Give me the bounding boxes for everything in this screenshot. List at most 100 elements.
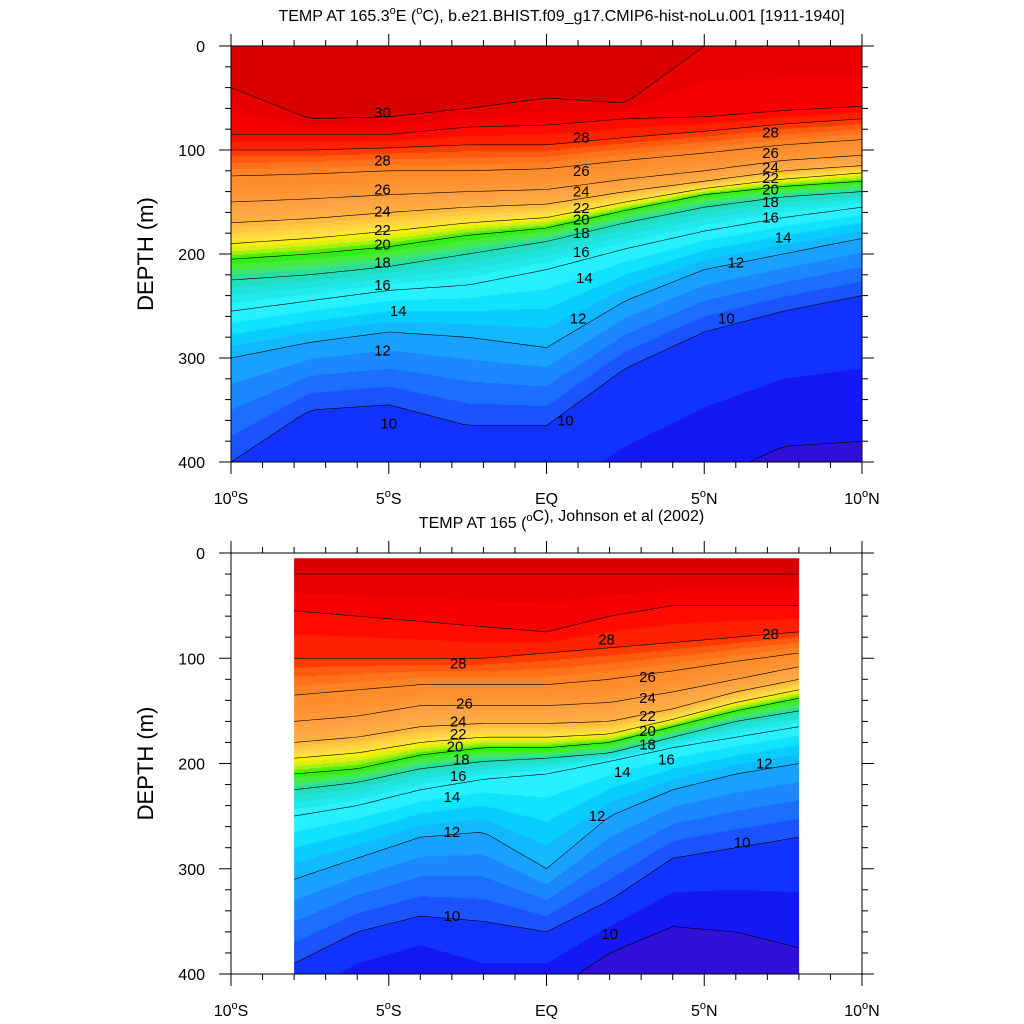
contour-label: 12 [444,824,461,841]
isotherm-lines [294,573,799,974]
contour-label: 26 [374,182,391,199]
contour-label: 18 [453,751,470,768]
contour-label: 20 [573,212,590,229]
isotherm-22 [231,165,862,224]
y-tick-label: 0 [196,546,205,563]
isotherm-22 [294,679,799,743]
isotherm-18 [294,697,799,775]
contour-label: 14 [614,764,631,781]
y-tick-label: 400 [178,967,205,984]
temperature-field [231,46,862,462]
isotherm-18 [231,180,862,260]
contour-label: 16 [762,210,779,227]
contour-label: 18 [762,194,779,211]
contour-label: 24 [450,713,467,730]
isotherm-26 [294,652,799,696]
isotherm-12 [231,238,862,359]
y-tick-label: 300 [178,351,205,368]
x-tick-label: 10oS [214,1000,249,1020]
contour-label: 24 [573,184,590,201]
x-tick-label: 10oS [214,488,249,508]
contour-label: 26 [456,696,473,713]
chart-title: TEMP AT 165.3oE (oC), b.e21.BHIST.f09_g1… [278,5,844,25]
contour-label: 30 [374,105,391,122]
contour-label: 14 [444,789,461,806]
contour-label: 10 [601,926,618,943]
y-tick-label: 300 [178,862,205,879]
isotherm-29 [231,106,862,135]
contour-label: 28 [598,631,615,648]
y-tick-label: 100 [178,143,205,160]
isotherm-28 [231,118,862,151]
contour-label: 10 [718,310,735,327]
isotherm-30 [231,46,862,120]
isotherm-lines [231,46,862,462]
isotherm-26 [231,139,862,177]
y-tick-label: 200 [178,757,205,774]
y-tick-label: 100 [178,651,205,668]
contour-label: 26 [573,163,590,180]
isotherm-14 [294,726,799,817]
isotherm-29 [294,605,799,633]
contour-label: 24 [374,203,391,220]
contour-label: 24 [639,690,656,707]
x-tick-label: 5oS [376,488,402,508]
contour-label: 18 [573,225,590,242]
contour-label: 10 [444,908,461,925]
contour-label: 10 [734,834,751,851]
contour-label: 16 [450,768,467,785]
contour-label: 14 [775,229,792,246]
isotherm-24 [231,154,862,203]
contour-label: 22 [450,726,467,743]
contour-label: 22 [573,200,590,217]
isotherm-14 [231,206,862,312]
contour-label: 20 [447,739,464,756]
contour-label: 28 [762,124,779,141]
y-tick-label: 400 [178,455,205,472]
temperature-field [294,558,800,975]
x-tick-label: EQ [535,491,558,508]
x-tick-label: 10oN [844,488,879,508]
contour-label: 12 [374,343,391,360]
contour-label: 26 [639,669,656,686]
isotherm-9 [419,926,799,974]
contour-label: 28 [762,626,779,643]
contour-label: 12 [570,310,587,327]
x-tick-label: 5oN [691,488,718,508]
contour-label: 22 [762,170,779,187]
contour-label: 16 [374,277,391,294]
contour-label: 14 [390,303,407,320]
x-tick-label: 10oN [844,1000,879,1020]
contour-label: 20 [762,182,779,199]
isotherm-16 [231,191,862,281]
contour-label: 22 [639,708,656,725]
contour-label: 12 [727,254,744,271]
isotherm-20 [294,689,799,759]
contour-label: 26 [762,145,779,162]
contour-label: 20 [639,723,656,740]
contour-label: 28 [450,656,467,673]
y-axis-label: DEPTH (m) [133,707,158,821]
isotherm-20 [231,172,862,244]
isotherm-9 [748,440,862,462]
y-tick-label: 0 [196,39,205,56]
isotherm-28 [294,631,799,659]
chart-title: TEMP AT 165 (oC), Johnson et al (2002) [419,508,704,532]
contour-label: 28 [573,130,590,147]
contour-label: 18 [639,737,656,754]
contour-label: 20 [374,237,391,254]
x-tick-label: 5oS [376,1000,402,1020]
contour-label: 12 [756,756,773,773]
y-tick-label: 200 [178,247,205,264]
y-axis-label: DEPTH (m) [133,197,158,311]
isotherm-10 [231,295,862,462]
contour-label: 16 [573,244,590,261]
contour-label: 14 [576,270,593,287]
x-tick-label: EQ [535,1003,558,1020]
contour-label: 18 [374,254,391,271]
isotherm-12 [294,763,799,880]
contour-label: 10 [380,416,397,433]
